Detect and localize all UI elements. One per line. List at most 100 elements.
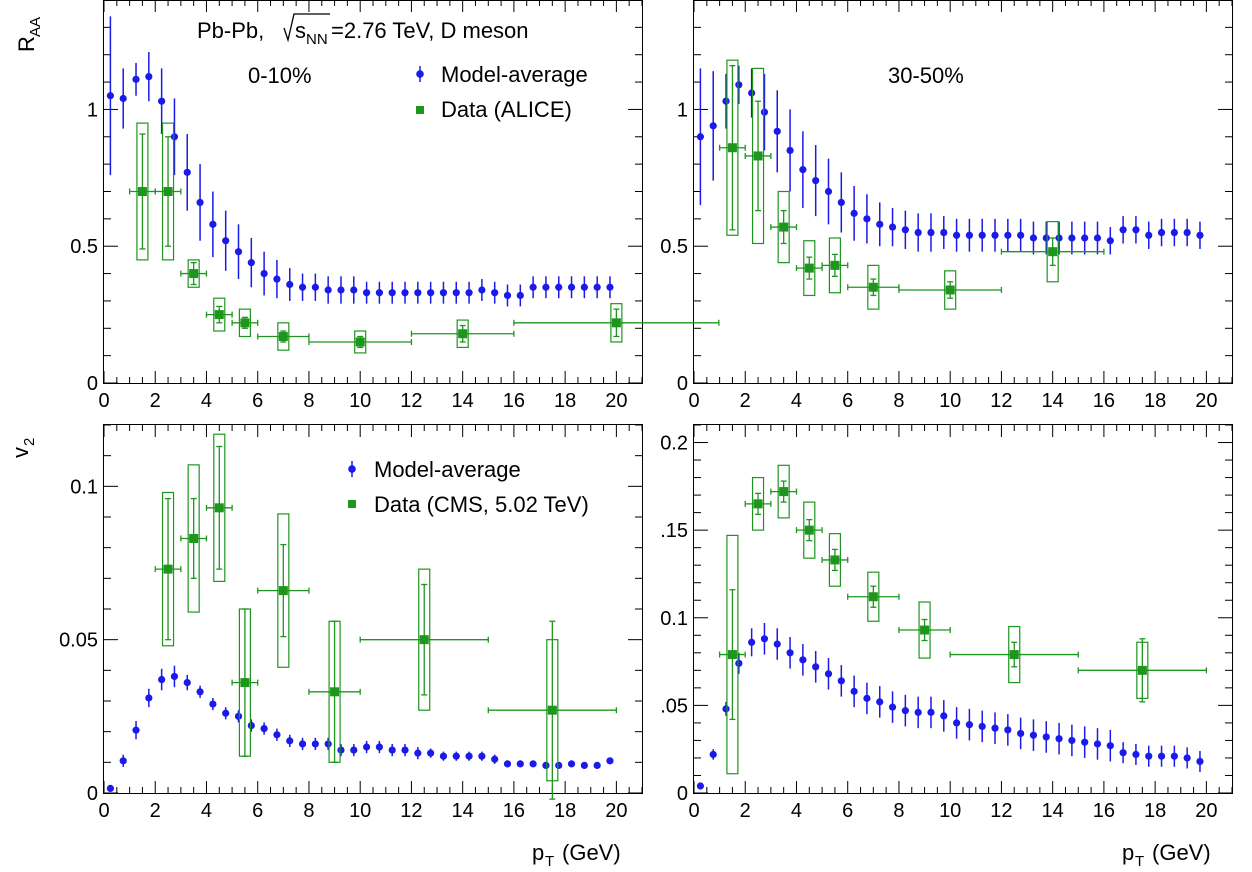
model-point: [1055, 234, 1063, 242]
model-point: [580, 283, 588, 291]
title-collision: Pb-Pb,: [197, 18, 264, 43]
panel-frame-v2-peripheral: [693, 424, 1233, 794]
model-point: [132, 75, 140, 83]
y-tick-label: 1: [677, 99, 688, 121]
model-point: [350, 286, 358, 294]
model-point: [1055, 735, 1063, 743]
model-point: [567, 283, 576, 291]
model-point: [209, 220, 217, 228]
model-point: [824, 187, 833, 196]
x-tick-label: 18: [554, 390, 576, 412]
model-point: [786, 146, 794, 155]
sqrt-symbol: [283, 13, 330, 43]
model-point: [876, 220, 884, 228]
model-point: [427, 749, 435, 757]
x-tick-label: 6: [252, 390, 263, 412]
panel-v2-central: 0 2 4 6 8 10 12 14 16 18 20 0 0.05 0.1: [59, 424, 643, 822]
x-tick-label: 2: [150, 800, 161, 822]
x-tick-label: 8: [893, 390, 904, 412]
x-tick-label: 20: [1195, 800, 1217, 822]
xlabel-left-unit: (GeV): [562, 840, 621, 865]
x-tick-label: 18: [554, 800, 576, 822]
x-tick-label: 8: [303, 390, 314, 412]
model-point: [1132, 750, 1140, 759]
model-point: [247, 259, 255, 267]
model-point: [888, 223, 897, 231]
x-tick-label: 16: [1093, 800, 1115, 822]
model-point: [388, 746, 396, 754]
model-point: [876, 698, 884, 706]
legend-v2: Model-average Data (CMS, 5.02 TeV): [348, 457, 589, 517]
model-point: [978, 231, 986, 239]
x-tick-label: 2: [740, 800, 751, 822]
model-point: [247, 721, 255, 730]
centrality-label-central: 0-10%: [248, 63, 312, 88]
model-point: [414, 749, 422, 757]
model-point: [812, 663, 820, 671]
model-point: [209, 700, 217, 708]
x-axis-label-left: p T (GeV): [532, 840, 621, 870]
model-point: [529, 283, 537, 291]
legend-model-marker: [416, 70, 424, 78]
model-point: [132, 726, 140, 734]
x-tick-label: 10: [939, 800, 961, 822]
model-point: [748, 89, 756, 97]
x-tick-label: 0: [98, 800, 109, 822]
panel-frame-raa-peripheral: [693, 0, 1233, 384]
data-point: [1009, 650, 1019, 660]
legend-model-label: Model-average: [441, 62, 588, 87]
model-point: [567, 760, 576, 768]
model-point: [1196, 231, 1204, 239]
model-point: [158, 97, 166, 105]
model-point: [414, 289, 422, 297]
model-point: [593, 283, 601, 291]
model-point: [696, 782, 705, 790]
model-point: [350, 746, 358, 754]
y-tick-label: 0.1: [660, 608, 688, 630]
data-point: [163, 187, 173, 196]
panel-raa-peripheral: 0 2 4 6 8 10 12 14 16 18 20 0 0.5 1: [660, 0, 1233, 412]
model-point: [1068, 736, 1076, 745]
data-point: [163, 564, 173, 574]
model-point: [196, 198, 204, 207]
x-tick-label: 0: [688, 390, 699, 412]
x-tick-label: 20: [605, 800, 627, 822]
model-point: [1042, 733, 1050, 741]
model-point: [1132, 226, 1140, 234]
data-point: [868, 282, 878, 292]
model-point: [555, 283, 563, 291]
data-point: [240, 318, 250, 328]
centrality-label-peripheral: 30-50%: [888, 63, 964, 88]
panel-frame-v2-central: [103, 424, 643, 794]
model-point: [465, 752, 473, 760]
model-point: [914, 228, 922, 237]
model-point: [735, 659, 743, 667]
legend-v2-data-marker: [348, 500, 356, 508]
model-point: [183, 168, 191, 176]
model-point: [722, 705, 730, 713]
model-point: [362, 289, 371, 297]
y-tick-label: 0: [677, 783, 688, 805]
data-point: [214, 503, 224, 513]
model-point: [709, 750, 717, 759]
model-point: [952, 231, 961, 239]
model-point: [401, 746, 409, 754]
model-point: [1183, 754, 1191, 762]
model-point: [1145, 752, 1153, 760]
x-tick-label: 0: [688, 800, 699, 822]
model-point: [1004, 231, 1012, 239]
model-point: [196, 688, 204, 696]
xlabel-left-sub: T: [545, 853, 554, 870]
data-point: [189, 269, 199, 279]
legend-v2-model-label: Model-average: [374, 457, 521, 482]
model-point: [1029, 234, 1038, 242]
model-point: [439, 752, 448, 760]
model-point: [170, 672, 179, 681]
model-point: [991, 724, 999, 732]
model-point: [286, 280, 294, 289]
x-tick-label: 14: [452, 800, 474, 822]
x-tick-label: 2: [740, 390, 751, 412]
model-point: [439, 289, 448, 297]
model-point: [837, 198, 845, 207]
